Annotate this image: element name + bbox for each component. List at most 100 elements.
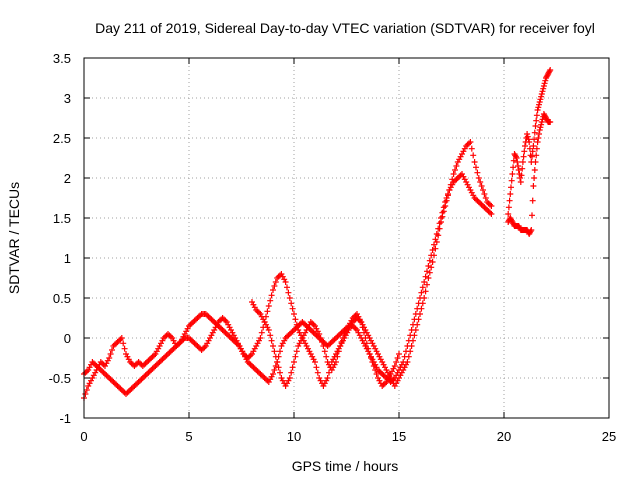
data-point bbox=[373, 371, 380, 377]
data-point bbox=[272, 279, 279, 285]
data-point bbox=[408, 343, 415, 349]
data-point bbox=[414, 321, 421, 328]
data-point bbox=[429, 247, 436, 253]
data-point bbox=[118, 335, 125, 341]
data-point bbox=[421, 279, 428, 285]
data-point bbox=[285, 289, 292, 296]
data-point bbox=[324, 375, 331, 381]
data-point bbox=[543, 73, 550, 80]
data-point bbox=[109, 347, 115, 353]
data-point bbox=[264, 308, 271, 315]
data-point bbox=[335, 348, 342, 355]
data-point bbox=[517, 179, 524, 185]
data-point bbox=[293, 348, 300, 355]
data-point bbox=[481, 191, 488, 197]
data-point bbox=[292, 316, 299, 323]
y-tick-label: 2.5 bbox=[53, 131, 71, 146]
data-point bbox=[532, 123, 539, 129]
data-point bbox=[538, 91, 545, 97]
data-point bbox=[270, 287, 276, 293]
y-tick-label: 1.5 bbox=[53, 211, 71, 226]
data-point bbox=[314, 369, 321, 376]
data-point bbox=[363, 340, 370, 347]
data-point bbox=[535, 104, 542, 111]
x-tick-label: 5 bbox=[185, 429, 192, 444]
data-point bbox=[334, 353, 341, 360]
data-point bbox=[369, 359, 376, 365]
chart-title: Day 211 of 2019, Sidereal Day-to-day VTE… bbox=[95, 20, 595, 36]
data-point bbox=[509, 171, 516, 177]
data-point bbox=[312, 359, 318, 365]
y-tick-label: 3.5 bbox=[53, 51, 71, 66]
data-point bbox=[271, 283, 278, 289]
data-point bbox=[272, 353, 279, 360]
data-point bbox=[435, 232, 442, 239]
data-point bbox=[452, 167, 458, 173]
data-point bbox=[366, 351, 373, 357]
data-point bbox=[524, 131, 531, 137]
data-points bbox=[81, 67, 554, 401]
x-tick-label: 25 bbox=[602, 429, 616, 444]
data-point bbox=[526, 139, 533, 145]
data-point bbox=[426, 269, 433, 276]
data-point bbox=[510, 157, 517, 164]
data-point bbox=[531, 129, 538, 136]
data-point bbox=[513, 155, 520, 161]
data-point bbox=[520, 153, 527, 160]
data-point bbox=[428, 264, 435, 271]
data-point bbox=[532, 159, 539, 165]
data-point bbox=[530, 183, 537, 189]
data-point bbox=[104, 373, 111, 380]
data-point bbox=[257, 335, 264, 341]
data-point bbox=[425, 275, 432, 281]
data-point bbox=[268, 292, 275, 299]
data-point bbox=[370, 363, 377, 369]
data-point bbox=[527, 228, 534, 235]
data-point bbox=[475, 175, 482, 181]
data-point bbox=[121, 345, 128, 352]
data-point bbox=[478, 183, 485, 189]
data-point bbox=[271, 367, 278, 373]
data-point bbox=[542, 77, 549, 84]
data-point bbox=[417, 311, 423, 317]
data-point bbox=[407, 348, 414, 355]
data-point bbox=[518, 172, 525, 179]
data-point bbox=[432, 245, 439, 252]
data-point bbox=[359, 324, 366, 331]
data-point bbox=[541, 80, 548, 87]
data-point bbox=[265, 303, 272, 309]
data-point bbox=[533, 152, 540, 159]
data-point bbox=[467, 139, 474, 145]
data-point bbox=[291, 311, 297, 317]
data-point bbox=[270, 371, 276, 377]
data-point bbox=[97, 367, 104, 373]
data-point bbox=[533, 145, 540, 152]
data-point bbox=[396, 351, 402, 357]
data-point bbox=[509, 219, 516, 225]
data-point bbox=[106, 355, 113, 361]
data-point bbox=[433, 231, 440, 237]
data-point bbox=[286, 375, 293, 381]
data-point bbox=[453, 163, 460, 169]
y-tick-label: 0.5 bbox=[53, 291, 71, 306]
data-point bbox=[505, 204, 512, 211]
data-point bbox=[83, 387, 90, 393]
data-point bbox=[536, 101, 542, 108]
data-point bbox=[438, 219, 444, 225]
data-point bbox=[289, 364, 296, 371]
data-point bbox=[539, 88, 546, 95]
data-point bbox=[118, 387, 125, 393]
data-point bbox=[436, 225, 443, 232]
y-tick-label: 2 bbox=[64, 171, 71, 186]
data-point bbox=[540, 85, 547, 92]
data-point bbox=[536, 131, 542, 137]
plot-frame bbox=[83, 57, 610, 419]
data-point bbox=[536, 127, 543, 133]
data-point bbox=[90, 360, 97, 367]
data-point bbox=[319, 339, 325, 345]
data-point bbox=[391, 363, 398, 369]
data-point bbox=[540, 111, 547, 117]
data-point bbox=[292, 353, 299, 360]
data-point bbox=[512, 152, 519, 159]
